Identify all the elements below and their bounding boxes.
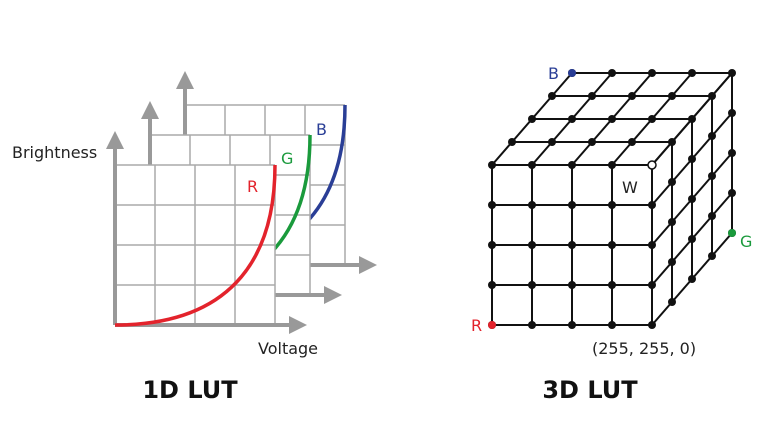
lattice-point: [708, 132, 716, 140]
green-label: G: [281, 149, 293, 168]
lattice-point: [568, 321, 576, 329]
arrow-head: [141, 101, 159, 119]
caption: 1D LUT: [142, 376, 238, 404]
lattice-point: [708, 92, 716, 100]
lattice-point: [688, 115, 696, 123]
lattice-point: [708, 252, 716, 260]
caption: 3D LUT: [542, 376, 638, 404]
arrow-head: [324, 286, 342, 304]
lattice-point: [688, 275, 696, 283]
lattice-point: [488, 161, 496, 169]
green-corner-label: G: [740, 232, 752, 251]
lattice-point: [608, 281, 616, 289]
lattice-point: [528, 321, 536, 329]
red-label: R: [247, 177, 258, 196]
lattice-point: [568, 281, 576, 289]
lattice-point: [568, 241, 576, 249]
lattice-point: [568, 115, 576, 123]
lattice-point: [608, 321, 616, 329]
lattice-point: [488, 201, 496, 209]
lattice-point: [728, 189, 736, 197]
white-corner-label: W: [622, 178, 638, 197]
lattice-point: [647, 160, 657, 170]
lattice-point: [688, 69, 696, 77]
lattice-point: [608, 161, 616, 169]
lattice-point: [648, 321, 656, 329]
x-axis-label: Voltage: [258, 339, 318, 358]
lattice-point: [668, 298, 676, 306]
lattice-point: [608, 241, 616, 249]
coordinate-label: (255, 255, 0): [592, 339, 696, 358]
lattice-point: [528, 115, 536, 123]
lut-1d: [106, 71, 377, 334]
lattice-point: [648, 241, 656, 249]
lattice-point: [668, 258, 676, 266]
lattice-point: [488, 281, 496, 289]
lattice-point: [528, 281, 536, 289]
arrow-head: [106, 131, 124, 149]
lattice-point: [568, 161, 576, 169]
curve: [114, 164, 277, 327]
lattice-point: [668, 92, 676, 100]
lattice-point: [608, 201, 616, 209]
lattice-point: [588, 138, 596, 146]
lattice-point: [588, 92, 596, 100]
lattice-point: [528, 161, 536, 169]
lattice-point: [608, 115, 616, 123]
blue-corner-label: B: [548, 64, 559, 83]
lattice-point: [488, 321, 496, 329]
lattice-point: [548, 92, 556, 100]
lattice-point: [708, 172, 716, 180]
lattice-point: [568, 69, 576, 77]
lattice-point: [648, 281, 656, 289]
lattice-point: [548, 138, 556, 146]
lattice-point: [568, 201, 576, 209]
lattice-point: [628, 138, 636, 146]
lattice-point: [668, 138, 676, 146]
lut-3d: [488, 69, 736, 329]
lattice-point: [668, 218, 676, 226]
lattice-point: [508, 138, 516, 146]
lattice-point: [608, 69, 616, 77]
y-axis-label: Brightness: [12, 143, 97, 162]
lattice-point: [688, 155, 696, 163]
arrow-head: [359, 256, 377, 274]
lattice-point: [628, 92, 636, 100]
lattice-point: [728, 69, 736, 77]
blue-label: B: [316, 120, 327, 139]
lattice-point: [708, 212, 716, 220]
lattice-point: [728, 109, 736, 117]
arrow-head: [176, 71, 194, 89]
lattice-point: [528, 201, 536, 209]
lattice-point: [668, 178, 676, 186]
red-corner-label: R: [471, 316, 482, 335]
lattice-point: [648, 115, 656, 123]
lattice-point: [528, 241, 536, 249]
lattice-point: [688, 195, 696, 203]
arrow-head: [289, 316, 307, 334]
lattice-point: [728, 149, 736, 157]
lattice-point: [648, 201, 656, 209]
lattice-point: [488, 241, 496, 249]
lattice-point: [648, 69, 656, 77]
lattice-point: [688, 235, 696, 243]
lattice-point: [728, 229, 736, 237]
